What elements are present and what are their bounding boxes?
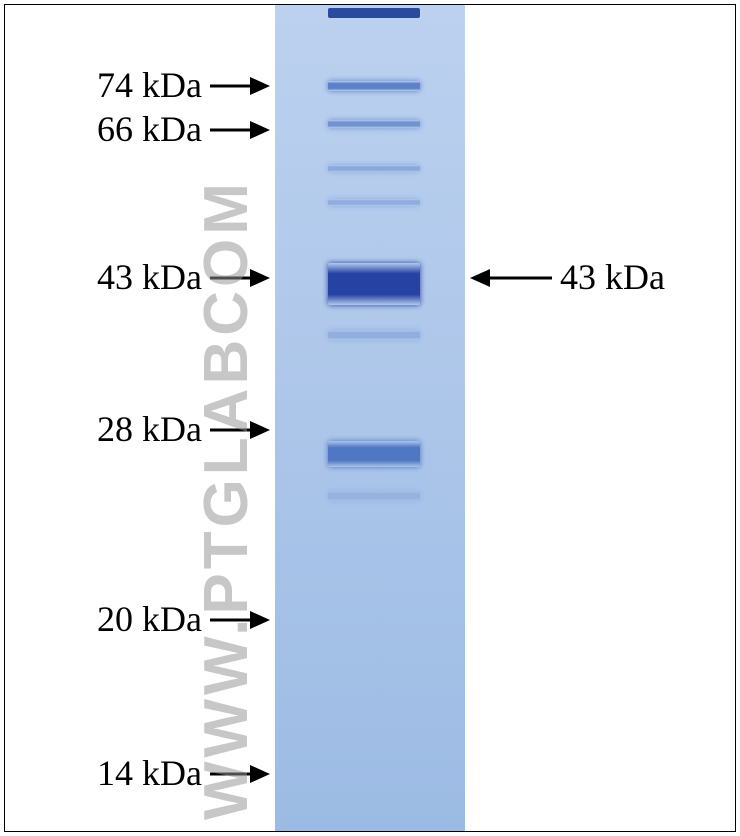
gel-band — [328, 441, 420, 467]
marker-label: 74 kDa — [97, 64, 202, 106]
marker-label: 43 kDa — [97, 256, 202, 298]
gel-band — [328, 81, 420, 91]
marker-label: 14 kDa — [97, 752, 202, 794]
marker-label: 66 kDa — [97, 108, 202, 150]
gel-band — [328, 120, 420, 128]
gel-band — [328, 263, 420, 305]
gel-background — [275, 5, 465, 831]
detected-band-label: 43 kDa — [560, 256, 665, 298]
gel-band — [328, 165, 420, 172]
loading-well — [328, 8, 420, 18]
marker-label: 20 kDa — [97, 598, 202, 640]
marker-label: 28 kDa — [97, 408, 202, 450]
gel-band — [328, 199, 420, 206]
gel-band — [328, 330, 420, 340]
gel-band — [328, 491, 420, 501]
